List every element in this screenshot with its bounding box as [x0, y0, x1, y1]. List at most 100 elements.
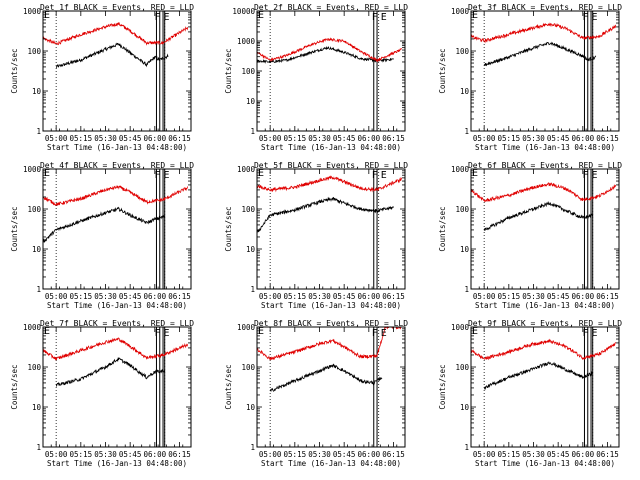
- chart-title: Det 1f BLACK = Events, RED = LLD: [40, 3, 194, 12]
- x-tick-label: 06:00: [144, 450, 167, 459]
- chart-title: Det 7f BLACK = Events, RED = LLD: [40, 319, 194, 328]
- interval-box: [583, 10, 589, 132]
- y-tick-label: 10: [246, 403, 256, 412]
- x-tick-label: 05:45: [547, 450, 570, 459]
- flag-label: F: [582, 170, 588, 181]
- flag-label: F: [154, 12, 160, 23]
- x-tick-label: 05:00: [45, 292, 68, 301]
- x-tick-label: 05:15: [70, 450, 93, 459]
- x-axis-label: Start Time (16-Jan-13 04:48:00): [47, 301, 187, 310]
- x-axis-label: Start Time (16-Jan-13 04:48:00): [261, 143, 401, 152]
- x-tick-label: 05:45: [547, 292, 570, 301]
- x-tick-label: 05:15: [498, 450, 521, 459]
- x-tick-label: 06:15: [382, 134, 405, 143]
- plot-frame: [42, 326, 192, 448]
- x-tick-label: 05:00: [45, 450, 68, 459]
- x-tick-label: 06:00: [144, 134, 167, 143]
- interval-box: [373, 168, 378, 290]
- chart-title: Det 5f BLACK = Events, RED = LLD: [254, 161, 408, 170]
- y-tick-label: 1: [464, 285, 469, 294]
- x-tick-label: 05:30: [522, 292, 545, 301]
- corner-flag-label: E: [44, 10, 50, 21]
- interval-box: [155, 326, 161, 448]
- flag-label: F: [582, 12, 588, 23]
- y-tick-label: 10: [460, 245, 470, 254]
- series-line: [470, 22, 617, 44]
- y-axis-label: Counts/sec: [224, 364, 233, 409]
- y-tick-label: 10: [246, 245, 256, 254]
- x-axis-label: Start Time (16-Jan-13 04:48:00): [475, 459, 615, 468]
- flag-label: E: [591, 328, 597, 339]
- series-line: [42, 185, 189, 206]
- x-axis-label: Start Time (16-Jan-13 04:48:00): [475, 301, 615, 310]
- chart-panel: Det 5f BLACK = Events, RED = LLD 1 10 100 10…: [224, 161, 408, 310]
- flag-label: E: [591, 12, 597, 23]
- flag-label: F: [154, 328, 160, 339]
- x-tick-label: 05:45: [333, 292, 356, 301]
- x-tick-label: 06:15: [168, 134, 191, 143]
- x-tick-label: 05:30: [308, 134, 331, 143]
- y-axis-label: Counts/sec: [10, 206, 19, 251]
- chart-title: Det 9f BLACK = Events, RED = LLD: [468, 319, 622, 328]
- x-tick-label: 06:15: [168, 292, 191, 301]
- y-tick-label: 1000: [237, 37, 256, 46]
- x-tick-label: 05:15: [284, 292, 307, 301]
- corner-flag-label: E: [258, 326, 264, 337]
- series-line: [55, 357, 166, 388]
- series-line: [42, 22, 189, 46]
- y-tick-label: 10000: [232, 7, 255, 16]
- x-tick-label: 05:45: [333, 134, 356, 143]
- interval-box: [590, 168, 594, 290]
- flag-label: E: [163, 170, 169, 181]
- y-tick-label: 100: [241, 67, 255, 76]
- y-tick-label: 1000: [237, 323, 256, 332]
- y-axis-label: Counts/sec: [224, 48, 233, 93]
- x-tick-label: 05:15: [284, 450, 307, 459]
- x-tick-label: 06:15: [168, 450, 191, 459]
- series-line: [470, 338, 616, 361]
- series-line: [470, 182, 617, 203]
- x-tick-label: 05:45: [333, 450, 356, 459]
- y-axis-label: Counts/sec: [10, 48, 19, 93]
- flag-label: F: [582, 328, 588, 339]
- flag-label: E: [381, 170, 387, 181]
- y-tick-label: 10: [460, 403, 470, 412]
- y-tick-label: 1000: [451, 323, 470, 332]
- y-tick-label: 100: [241, 363, 255, 372]
- x-tick-label: 06:15: [382, 292, 405, 301]
- y-tick-label: 10: [32, 87, 42, 96]
- y-axis-label: Counts/sec: [438, 48, 447, 93]
- x-tick-label: 06:15: [596, 134, 619, 143]
- series-line: [256, 175, 403, 193]
- x-tick-label: 06:15: [596, 450, 619, 459]
- y-tick-label: 1: [464, 443, 469, 452]
- x-tick-label: 05:00: [473, 134, 496, 143]
- chart-panel: Det 4f BLACK = Events, RED = LLD 1 10 100 10…: [10, 161, 194, 310]
- flag-label: E: [163, 12, 169, 23]
- x-tick-label: 05:15: [498, 292, 521, 301]
- x-tick-label: 05:00: [259, 292, 282, 301]
- x-tick-label: 05:30: [522, 450, 545, 459]
- series-line: [483, 41, 597, 67]
- series-line: [256, 196, 394, 234]
- interval-box: [373, 10, 378, 132]
- y-tick-label: 10: [460, 87, 470, 96]
- x-tick-label: 05:45: [119, 134, 142, 143]
- x-tick-label: 06:15: [382, 450, 405, 459]
- corner-flag-label: E: [44, 326, 50, 337]
- x-tick-label: 05:45: [119, 292, 142, 301]
- corner-flag-label: E: [472, 168, 478, 179]
- y-tick-label: 1: [36, 127, 41, 136]
- flag-label: E: [381, 328, 387, 339]
- x-axis-label: Start Time (16-Jan-13 04:48:00): [261, 301, 401, 310]
- plot-frame: [470, 10, 620, 132]
- chart-panel: Det 1f BLACK = Events, RED = LLD 1 10 100 10…: [10, 3, 194, 152]
- corner-flag-label: E: [258, 168, 264, 179]
- series-line: [256, 45, 394, 64]
- interval-box: [155, 168, 161, 290]
- x-tick-label: 06:15: [596, 292, 619, 301]
- y-tick-label: 1000: [23, 7, 42, 16]
- y-tick-label: 100: [241, 205, 255, 214]
- flag-label: E: [591, 170, 597, 181]
